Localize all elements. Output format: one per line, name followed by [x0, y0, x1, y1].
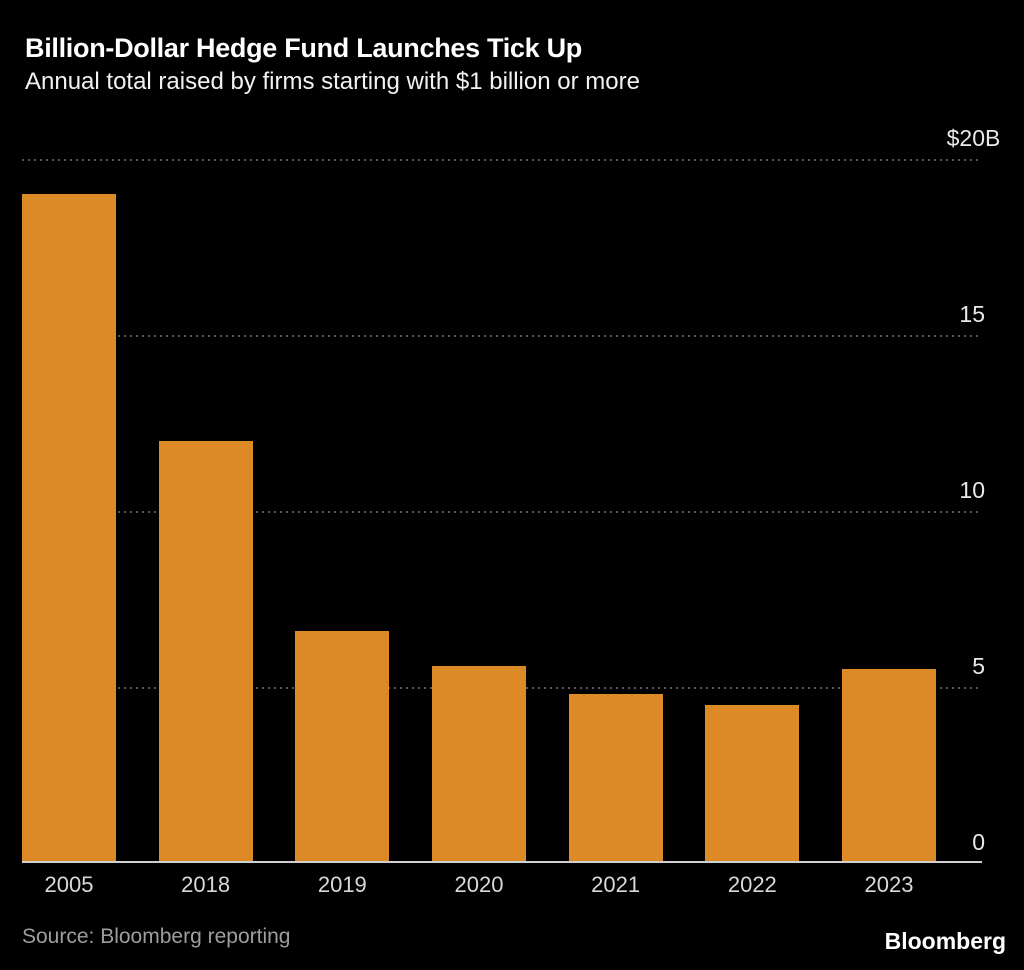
gridline-20: [22, 159, 982, 161]
y-tick-value: 10: [959, 477, 985, 503]
bar-2018: [158, 440, 253, 863]
gridline-10: [22, 511, 982, 513]
x-label-2018: 2018: [181, 872, 231, 897]
x-label-2023: 2023: [864, 872, 914, 897]
y-tick-15: 15: [959, 303, 1002, 326]
bar-2021: [568, 694, 663, 863]
chart-subtitle: Annual total raised by firms starting wi…: [25, 68, 640, 95]
bloomberg-logo: Bloomberg: [884, 928, 1006, 954]
y-tick-5: 5: [972, 655, 1002, 678]
source-note: Source: Bloomberg reporting: [22, 925, 291, 948]
x-label-2020: 2020: [454, 872, 504, 897]
y-tick-0: 0: [972, 831, 1002, 854]
bar-2022: [705, 704, 800, 863]
x-label-2021: 2021: [591, 872, 641, 897]
y-tick-10: 10: [959, 479, 1002, 502]
y-tick-value: 15: [959, 301, 985, 327]
x-label-2022: 2022: [727, 872, 777, 897]
x-axis-line: [22, 861, 982, 863]
plot-area: [22, 159, 982, 863]
gridline-15: [22, 335, 982, 337]
y-tick-value: 5: [972, 653, 985, 679]
bar-2005: [22, 194, 116, 863]
bar-2023: [842, 669, 936, 863]
y-tick-value: $20: [946, 125, 985, 151]
x-label-2019: 2019: [317, 872, 367, 897]
y-tick-20: $20 B: [947, 127, 1002, 150]
bar-2020: [432, 665, 526, 863]
x-label-2005: 2005: [44, 872, 94, 897]
bar-2019: [295, 630, 390, 863]
y-tick-unit: B: [985, 125, 1001, 151]
chart-title: Billion-Dollar Hedge Fund Launches Tick …: [25, 33, 582, 63]
y-tick-value: 0: [972, 829, 985, 855]
